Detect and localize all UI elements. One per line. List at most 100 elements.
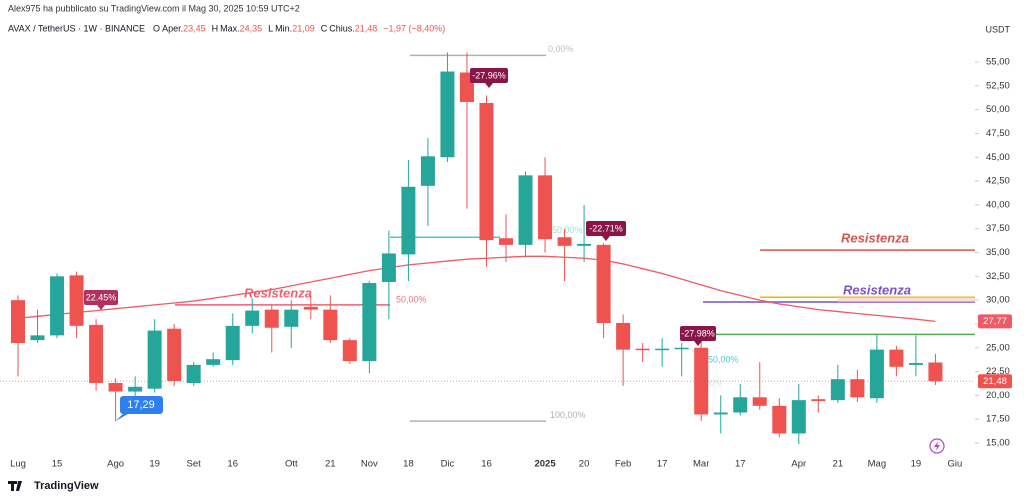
callout-pointer [97, 305, 105, 310]
ohlc-value: 21,48 [355, 23, 378, 33]
candle-body [401, 186, 416, 255]
symbol: AVAX / TetherUS · 1W · BINANCE [8, 23, 145, 33]
callout-box [586, 221, 626, 236]
ohlc-label: Max. [220, 23, 240, 33]
ohlc-label: Chius. [329, 23, 355, 33]
y-tick-label: 15,00 [986, 438, 1010, 449]
fib-label: 50,00% [396, 295, 427, 305]
candle-body [518, 175, 533, 245]
ohlc-value: 21,09 [292, 23, 315, 33]
x-tick-label: Mar [693, 459, 709, 470]
candle-body [713, 412, 728, 415]
candle-body [440, 71, 455, 158]
candle-body [752, 397, 767, 406]
x-tick-label: 21 [325, 459, 336, 470]
candle-body [908, 362, 923, 365]
callout-box [680, 326, 716, 341]
candle-body [577, 243, 592, 246]
x-tick-label: Set [187, 459, 202, 470]
level-text: Resistenza [244, 285, 312, 300]
candle-body [420, 156, 435, 186]
y-tick-label: 35,00 [986, 247, 1010, 258]
alert-icon [929, 438, 945, 454]
x-tick-label: Giu [948, 459, 963, 470]
y-tick-label: 25,00 [986, 342, 1010, 353]
price-label: 21,48 [983, 376, 1007, 387]
y-tick-label: 50,00 [986, 104, 1010, 115]
candle-body [791, 400, 806, 434]
candle-body [147, 330, 162, 389]
price-label-box [978, 314, 1012, 329]
y-tick-label: 30,00 [986, 295, 1010, 306]
y-tick-label: 45,00 [986, 152, 1010, 163]
candle-body [772, 405, 787, 434]
ohlc-key: O [153, 23, 160, 33]
x-tick-label: Mag [868, 459, 886, 470]
x-tick-label: 17 [735, 459, 746, 470]
fib-label: 100,00% [550, 410, 586, 420]
x-tick-label: 19 [911, 459, 922, 470]
candle-body [342, 340, 357, 362]
callout-text: -22.71% [589, 223, 623, 233]
x-tick-label: 19 [149, 459, 160, 470]
candle-body [889, 349, 904, 367]
y-tick-label: 40,00 [986, 199, 1010, 210]
y-tick-label: 42,50 [986, 176, 1010, 187]
candle-body [186, 364, 201, 383]
ohlc-value: 23,45 [183, 23, 206, 33]
price-label-box [978, 374, 1012, 389]
callout-pointer [602, 236, 610, 241]
candle-body [869, 349, 884, 399]
candle-body [811, 399, 826, 402]
fib-label: 50,00% [552, 225, 583, 235]
author-line: Alex975 ha pubblicato su TradingView.com… [8, 3, 300, 13]
level-text: Resistenza [841, 231, 909, 246]
y-tick-label: 55,00 [986, 57, 1010, 68]
ohlc-key: C [321, 23, 328, 33]
candle-body [616, 322, 631, 350]
candle-body [225, 325, 240, 361]
candle-body [830, 379, 845, 401]
ohlc-label: Min. [275, 23, 292, 33]
callout-text: 22.45% [86, 292, 117, 302]
candle-body [245, 310, 260, 326]
callout-text: -27.98% [681, 328, 715, 338]
candle-body [538, 175, 553, 240]
x-tick-label: 20 [579, 459, 590, 470]
callout-box [84, 290, 118, 305]
candle-body [635, 348, 650, 351]
candle-body [11, 300, 25, 343]
x-tick-label: Nov [361, 459, 378, 470]
logo-icon [8, 481, 22, 491]
candle-body [89, 324, 104, 383]
y-tick-label: 22,50 [986, 366, 1010, 377]
y-tick-label: 20,00 [986, 390, 1010, 401]
fib-label: 0,00% [548, 44, 574, 54]
fib-label: 0,00% [697, 378, 723, 388]
callout-pointer [485, 83, 493, 88]
candle-body [128, 386, 143, 392]
candle-body [264, 309, 279, 328]
candle-body [928, 362, 943, 382]
candle-body [323, 309, 338, 341]
change: −1,97 (−8,40%) [383, 23, 445, 33]
y-tick-label: 47,50 [986, 128, 1010, 139]
candle-body [557, 237, 572, 246]
ohlc-key: L [268, 23, 273, 33]
candle-body [362, 282, 377, 362]
candle-body [69, 275, 84, 326]
candle-body [108, 382, 123, 392]
ohlc-key: H [212, 23, 219, 33]
x-tick-label: Dic [441, 459, 455, 470]
candle-body [167, 328, 182, 382]
candle-body [655, 348, 670, 351]
y-tick-label: 52,50 [986, 80, 1010, 91]
fib-label: 50,00% [708, 355, 739, 365]
level-text: Resistenza [843, 282, 911, 297]
candle-body [850, 379, 865, 398]
x-tick-label: 18 [403, 459, 414, 470]
logo: TradingView [34, 480, 99, 492]
level-band [838, 297, 975, 303]
x-tick-label: Ago [107, 459, 124, 470]
